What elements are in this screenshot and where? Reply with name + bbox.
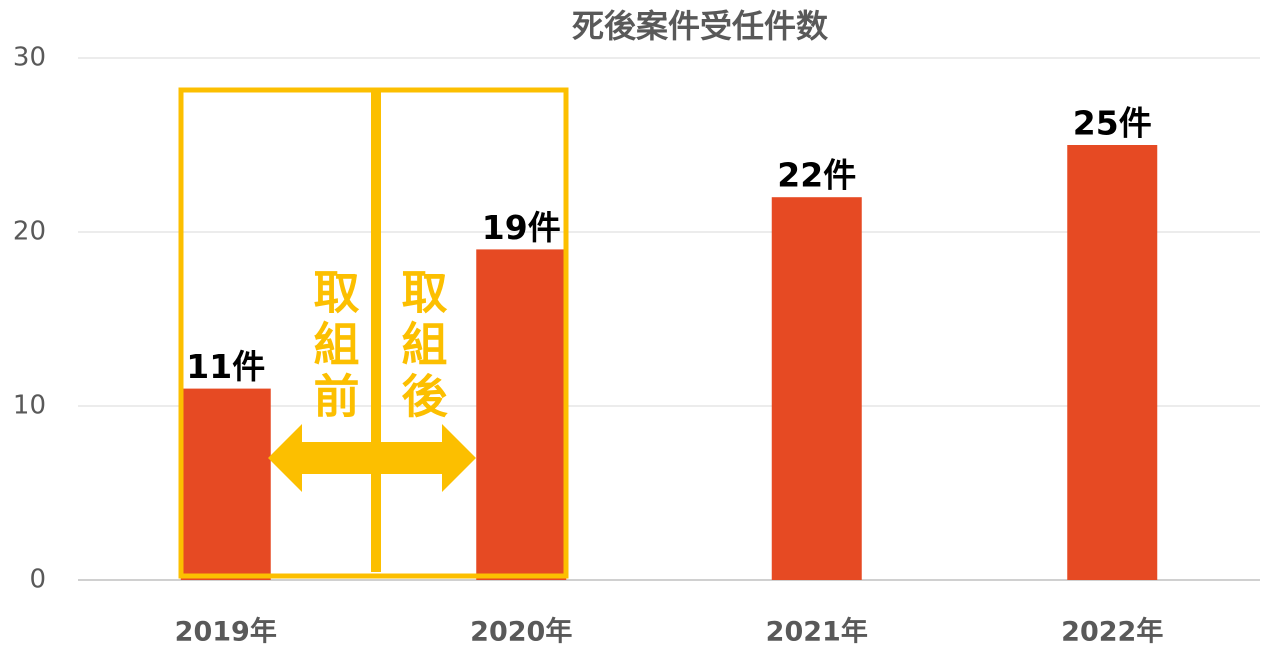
y-tick-label: 20 bbox=[13, 217, 46, 247]
double-arrow bbox=[268, 424, 476, 492]
annotation: 取組後 bbox=[395, 268, 449, 424]
value-label: 22件 bbox=[777, 156, 856, 195]
x-tick-label: 2022年 bbox=[1061, 616, 1163, 648]
chart-title: 死後案件受任件数 bbox=[572, 7, 829, 45]
x-tick-label: 2019年 bbox=[175, 616, 277, 648]
bar bbox=[180, 388, 271, 580]
y-tick-label: 30 bbox=[13, 43, 46, 73]
annotation: 取組前 bbox=[307, 268, 361, 424]
x-tick-label: 2021年 bbox=[766, 616, 868, 648]
value-label: 25件 bbox=[1073, 104, 1152, 143]
x-tick-label: 2020年 bbox=[470, 616, 572, 648]
y-tick-label: 10 bbox=[13, 391, 46, 421]
value-label: 19件 bbox=[482, 208, 561, 247]
bar bbox=[1067, 145, 1158, 580]
value-label: 11件 bbox=[186, 347, 265, 386]
bar bbox=[476, 249, 567, 580]
bar bbox=[771, 197, 862, 580]
y-tick-label: 0 bbox=[29, 565, 46, 595]
